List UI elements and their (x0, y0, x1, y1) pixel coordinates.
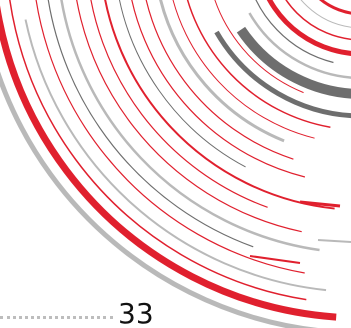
decorative-arc (104, 0, 335, 210)
decorative-arc (318, 0, 351, 15)
decorative-arc (131, 0, 306, 178)
decorative-arc (255, 0, 334, 64)
dotted-footer-rule (0, 316, 113, 319)
decorative-arc (186, 0, 331, 128)
decorative-arc (214, 0, 304, 94)
decorative-dash (299, 200, 341, 208)
decorative-arc (285, 0, 351, 41)
decorative-arc (60, 0, 320, 252)
decorative-arc (9, 0, 307, 301)
decorative-arc (214, 30, 351, 119)
page-number: 33 (118, 297, 154, 328)
decorative-arc (119, 0, 246, 168)
decorative-arc (76, 0, 302, 233)
decorative-dash (249, 255, 301, 264)
decorative-arc (172, 0, 315, 139)
decorative-arc (0, 4, 337, 321)
decorative-arc (35, 0, 305, 274)
decorative-arc (266, 0, 351, 56)
decorative-arc (248, 12, 351, 79)
decorative-arc (159, 0, 285, 143)
decorative-arc (90, 0, 268, 208)
decorative-arc (145, 0, 294, 160)
decorative-arc (47, 0, 254, 248)
decorative-arc (236, 26, 351, 99)
decorative-arc (300, 0, 351, 28)
decorative-arc (24, 19, 327, 292)
decorative-dash (317, 239, 351, 243)
